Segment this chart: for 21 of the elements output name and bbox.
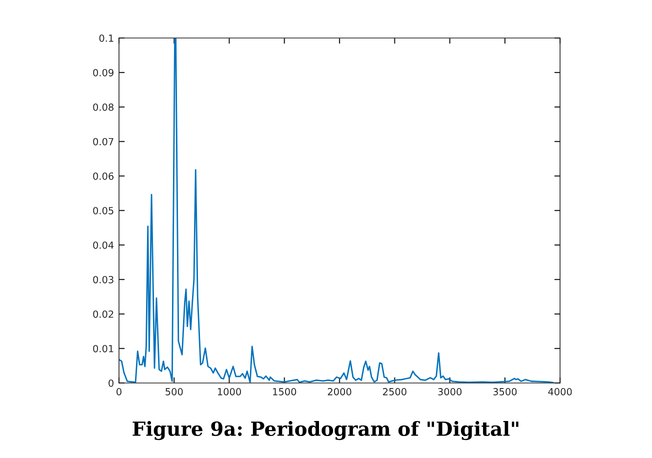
y-tick-label: 0.01 [93,344,114,352]
x-tick-label: 0 [116,388,122,396]
y-tick-label: 0.1 [99,34,114,42]
x-tick-label: 500 [166,388,183,396]
x-tick-label: 3500 [493,388,517,396]
y-tick-label: 0.08 [93,103,114,111]
y-tick-label: 0.09 [93,68,114,76]
x-tick-label: 2000 [328,388,352,396]
x-tick-label: 1000 [218,388,241,396]
y-tick-label: 0.03 [93,276,114,284]
y-tick-label: 0.05 [93,206,114,214]
x-tick-label: 1500 [273,388,296,396]
y-tick-label: 0 [108,379,114,387]
x-tick-label: 4000 [548,388,572,396]
y-tick-label: 0.06 [93,172,114,180]
x-tick-label: 3000 [438,388,462,396]
y-tick-label: 0.04 [93,241,114,249]
y-tick-label: 0.02 [93,310,114,318]
x-tick-label: 2500 [383,388,406,396]
text: Figure 9a: Periodogram of "Digital" [132,420,518,440]
y-tick-label: 0.07 [93,138,114,146]
